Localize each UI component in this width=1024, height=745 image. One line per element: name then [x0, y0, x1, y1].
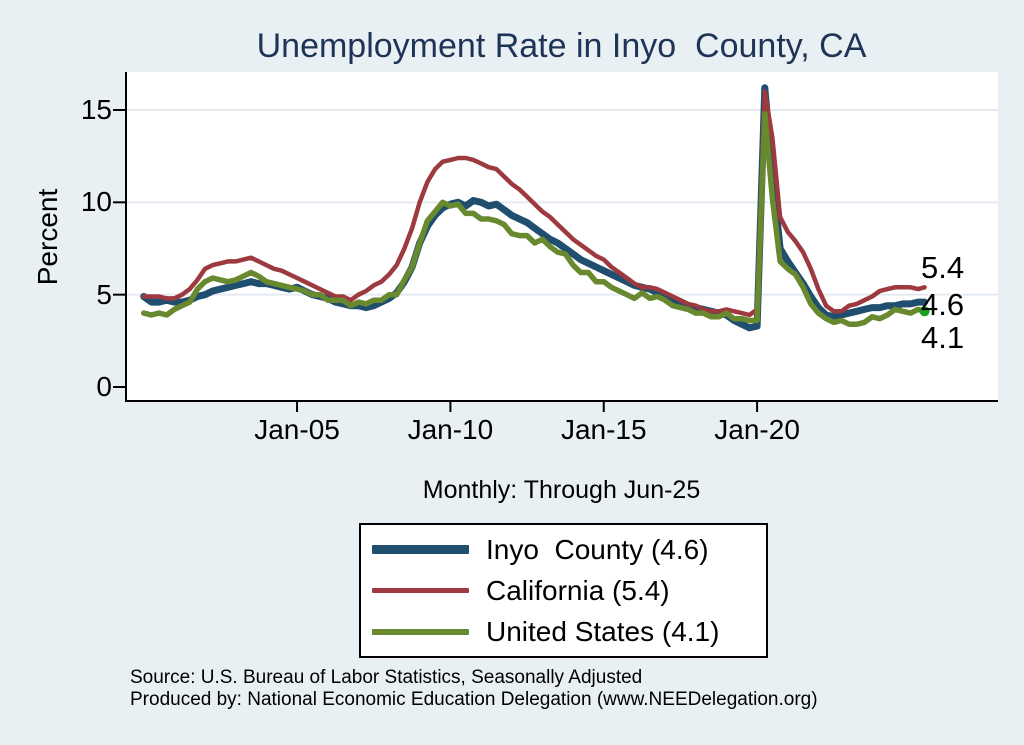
legend-item: California (5.4) — [372, 575, 766, 607]
chart-title: Unemployment Rate in Inyo County, CA — [256, 27, 867, 65]
legend-label: California (5.4) — [486, 574, 670, 606]
source-line-2: Produced by: National Economic Education… — [130, 688, 818, 710]
plot-background — [125, 72, 998, 402]
source-note: Source: U.S. Bureau of Labor Statistics,… — [130, 667, 818, 710]
legend-label: Inyo County (4.6) — [486, 533, 709, 565]
chart-subtitle: Monthly: Through Jun-25 — [422, 476, 701, 504]
end-label-california: 5.4 — [921, 250, 965, 286]
legend-swatch — [372, 588, 469, 593]
y-tick-label: 10 — [80, 186, 112, 218]
legend-item: Inyo County (4.6) — [372, 534, 766, 566]
legend-label: United States (4.1) — [486, 615, 720, 647]
series-line-united-states — [140, 110, 928, 327]
legend-swatch — [372, 628, 469, 635]
end-label-united-states: 4.1 — [921, 320, 965, 356]
legend-swatch — [372, 545, 469, 554]
y-tick-label: 5 — [96, 278, 112, 310]
x-tick-label: Jan-20 — [714, 414, 800, 445]
y-tick-label: 15 — [80, 93, 112, 125]
legend-item: United States (4.1) — [372, 616, 766, 648]
source-line-1: Source: U.S. Bureau of Labor Statistics,… — [130, 667, 643, 688]
end-label-inyo-county: 4.6 — [921, 287, 965, 323]
legend: Inyo County (4.6) California (5.4) United … — [359, 523, 768, 658]
x-tick-label: Jan-05 — [254, 414, 340, 445]
y-tick-label: 0 — [96, 371, 112, 402]
last-point-marker — [919, 306, 930, 317]
series-line-california — [141, 89, 927, 318]
x-tick-label: Jan-10 — [407, 414, 494, 445]
x-tick-label: Jan-15 — [560, 414, 647, 445]
